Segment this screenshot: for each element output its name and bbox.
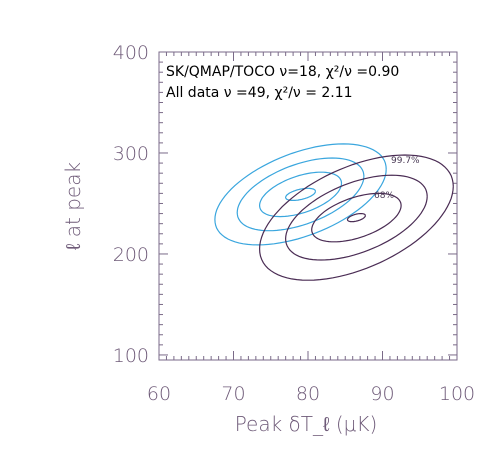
contour-level bbox=[311, 192, 402, 243]
x-tick-label: 80 bbox=[296, 383, 320, 405]
y-tick-label: 300 bbox=[113, 143, 149, 165]
contour-level bbox=[214, 143, 387, 246]
contour-level bbox=[258, 154, 454, 281]
annotation-all-data: All data ν =49, χ²/ν = 2.11 bbox=[166, 85, 353, 101]
contour-level bbox=[236, 157, 365, 232]
x-tick-label: 60 bbox=[147, 383, 171, 405]
contour-label-99-7: 99.7% bbox=[391, 156, 420, 166]
contour-label-68: 68% bbox=[374, 191, 394, 201]
contour-level bbox=[284, 187, 317, 201]
x-tick-label: 70 bbox=[221, 383, 245, 405]
contour-level bbox=[284, 174, 428, 261]
x-tick-label: 90 bbox=[370, 383, 394, 405]
y-axis-title: ℓ at peak bbox=[61, 162, 85, 250]
contour-group-sk bbox=[258, 154, 454, 281]
annotation-sk: SK/QMAP/TOCO ν=18, χ²/ν =0.90 bbox=[166, 64, 399, 80]
contour-group-all-data bbox=[214, 143, 387, 246]
contour-level bbox=[258, 171, 343, 218]
x-tick-label: 100 bbox=[439, 383, 475, 405]
axis-ticks bbox=[158, 51, 458, 360]
y-tick-label: 400 bbox=[113, 42, 149, 64]
contour-layer bbox=[214, 143, 454, 281]
y-tick-label: 200 bbox=[113, 244, 149, 266]
y-tick-label: 100 bbox=[113, 345, 149, 367]
x-axis-title: Peak δT_ℓ (μK) bbox=[235, 412, 378, 436]
contour-level bbox=[346, 213, 366, 223]
axis-tick-labels: 60 70 80 90 100 100 200 300 400 bbox=[113, 42, 475, 405]
